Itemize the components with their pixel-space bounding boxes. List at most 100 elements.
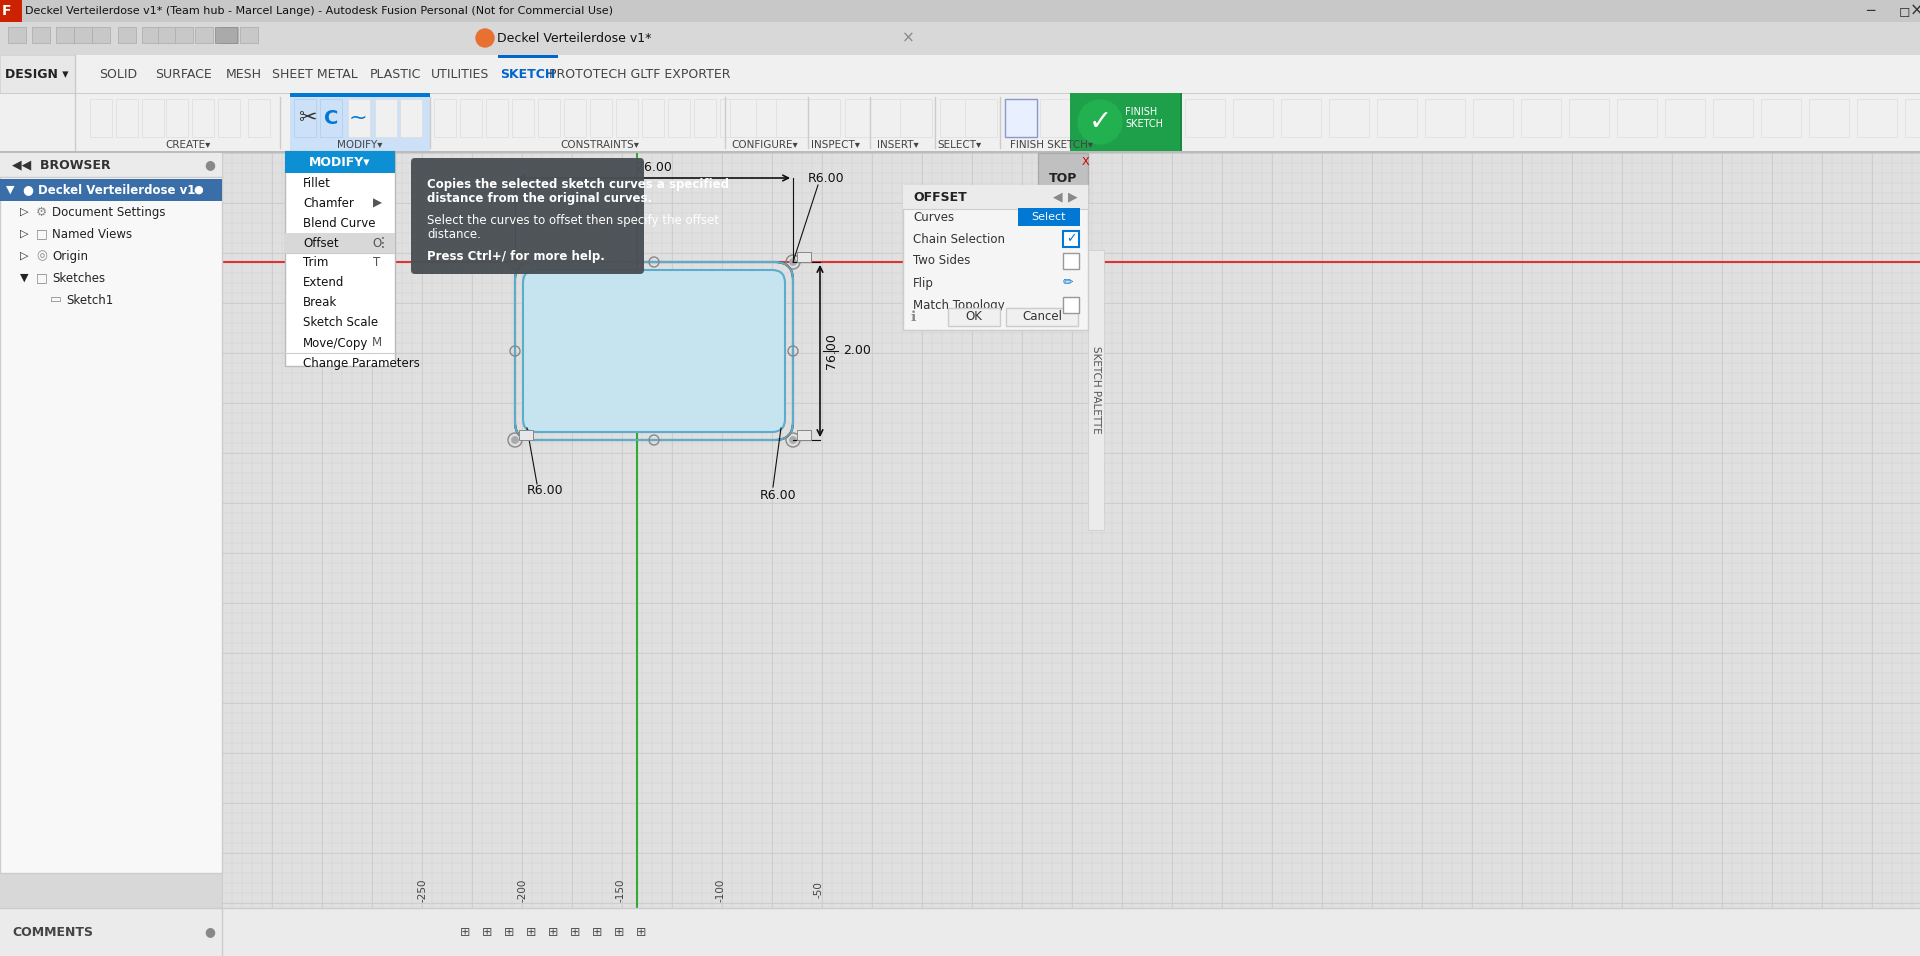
Text: ⊞: ⊞ (570, 925, 580, 939)
Text: T: T (372, 256, 380, 270)
Text: MODIFY▾: MODIFY▾ (338, 140, 382, 150)
Bar (808, 99, 841, 137)
FancyBboxPatch shape (411, 158, 643, 274)
Text: distance from the original curves.: distance from the original curves. (426, 192, 653, 205)
Text: ⊞: ⊞ (526, 925, 536, 939)
Circle shape (789, 437, 797, 444)
Bar (8, 27, 27, 43)
Bar (518, 252, 534, 262)
Text: OFFSET: OFFSET (914, 190, 968, 204)
Text: Move/Copy: Move/Copy (303, 337, 369, 350)
Bar (1018, 208, 1079, 226)
Text: ⋮: ⋮ (376, 236, 390, 250)
Text: 76.00: 76.00 (826, 333, 837, 369)
Bar (1004, 99, 1037, 137)
Bar (294, 99, 317, 137)
Bar (115, 99, 138, 137)
Text: R6.00: R6.00 (760, 489, 797, 502)
Text: FINISH SKETCH▾: FINISH SKETCH▾ (1010, 140, 1094, 150)
Text: -150: -150 (614, 879, 626, 902)
Text: ▶: ▶ (1068, 190, 1077, 204)
Bar (1425, 99, 1465, 137)
Bar (900, 99, 931, 137)
Text: Trim: Trim (303, 256, 328, 270)
Text: SELECT▾: SELECT▾ (937, 140, 983, 150)
Bar (223, 153, 1920, 908)
Text: SKETCH: SKETCH (501, 68, 555, 80)
Bar (902, 185, 1089, 209)
Text: ⊞: ⊞ (636, 925, 647, 939)
Bar (75, 27, 92, 43)
Bar (90, 99, 111, 137)
Bar (0, 93, 1920, 151)
Text: PLASTIC: PLASTIC (369, 68, 420, 80)
Text: FINISH
SKETCH: FINISH SKETCH (1125, 107, 1164, 129)
Text: -250: -250 (417, 879, 426, 902)
Text: ⚙: ⚙ (36, 206, 48, 219)
Text: PROTOTECH GLTF EXPORTER: PROTOTECH GLTF EXPORTER (549, 68, 732, 80)
Text: ℹ: ℹ (910, 310, 916, 324)
Text: M: M (372, 337, 382, 350)
Text: Select the curves to offset then specify the offset: Select the curves to offset then specify… (426, 214, 718, 227)
Bar (941, 99, 972, 137)
Bar (142, 99, 163, 137)
Text: SURFACE: SURFACE (156, 68, 211, 80)
Bar (1069, 93, 1181, 151)
Bar (1233, 99, 1273, 137)
Bar (374, 99, 397, 137)
Text: Named Views: Named Views (52, 228, 132, 241)
Text: ▷: ▷ (19, 229, 29, 239)
Bar (1181, 93, 1183, 151)
Text: ✓: ✓ (1089, 108, 1112, 136)
Bar (1761, 99, 1801, 137)
Bar (589, 99, 612, 137)
Bar (1377, 99, 1417, 137)
Bar (1809, 99, 1849, 137)
Text: -200: -200 (516, 879, 526, 902)
Bar (797, 430, 810, 440)
Bar (513, 99, 534, 137)
Bar (321, 99, 342, 137)
Bar (192, 99, 213, 137)
FancyBboxPatch shape (522, 270, 785, 432)
Bar (0, 179, 223, 201)
Bar (284, 233, 396, 253)
Text: ●: ● (205, 159, 215, 171)
Bar (641, 99, 664, 137)
Bar (142, 27, 159, 43)
Text: CONSTRAINTS▾: CONSTRAINTS▾ (561, 140, 639, 150)
Bar (221, 27, 238, 43)
Text: Match Topology: Match Topology (914, 298, 1004, 312)
Bar (1713, 99, 1753, 137)
Text: C: C (324, 108, 338, 127)
Bar (1281, 99, 1321, 137)
Text: UTILITIES: UTILITIES (430, 68, 490, 80)
Bar (0, 153, 223, 177)
Text: Curves: Curves (914, 210, 954, 224)
Text: Cancel: Cancel (1021, 311, 1062, 323)
Text: INSERT▾: INSERT▾ (877, 140, 920, 150)
Text: ×: × (902, 31, 914, 46)
Text: ✏: ✏ (1064, 276, 1073, 290)
Text: OK: OK (966, 311, 983, 323)
Bar (845, 99, 877, 137)
Text: Sketches: Sketches (52, 272, 106, 285)
Bar (284, 151, 396, 173)
Text: -100: -100 (714, 879, 726, 902)
Text: Extend: Extend (303, 276, 344, 290)
Circle shape (1077, 100, 1121, 144)
Text: ▷: ▷ (19, 207, 29, 217)
Text: SOLID: SOLID (100, 68, 136, 80)
Bar (215, 27, 236, 43)
Bar (0, 151, 1920, 153)
Bar (730, 99, 762, 137)
Text: CREATE▾: CREATE▾ (165, 140, 211, 150)
Text: ▷: ▷ (19, 251, 29, 261)
Text: ─: ─ (1866, 4, 1874, 18)
Bar (497, 55, 559, 93)
Text: Blend Curve: Blend Curve (303, 216, 376, 229)
Bar (1064, 297, 1079, 313)
Bar (461, 99, 482, 137)
Text: -50: -50 (812, 881, 824, 899)
Text: Press Ctrl+/ for more help.: Press Ctrl+/ for more help. (426, 250, 605, 263)
